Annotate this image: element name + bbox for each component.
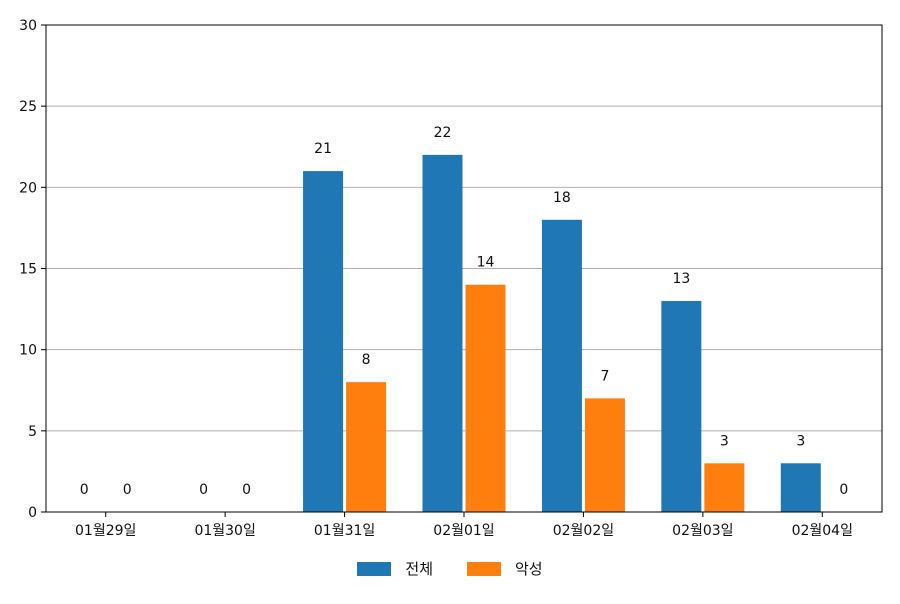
y-tick-label: 30 [19, 18, 37, 34]
data-label: 7 [600, 368, 609, 384]
plot-frame [45, 24, 883, 513]
data-label: 14 [477, 255, 495, 271]
x-tick-label: 01월29일 [75, 523, 136, 539]
bar-series-1 [346, 382, 387, 512]
bar-series-1 [584, 398, 625, 512]
x-tick-label: 02월01일 [433, 523, 494, 539]
y-tick-label: 15 [19, 262, 37, 278]
data-label: 0 [80, 482, 89, 498]
legend-label-series-0: 전체 [405, 560, 433, 578]
y-tick-label: 20 [19, 180, 37, 196]
bar-series-1 [465, 284, 506, 512]
data-label: 22 [434, 125, 452, 141]
bar-series-1 [704, 463, 745, 512]
y-tick-label: 25 [19, 99, 37, 115]
legend: 전체 악성 [0, 558, 900, 579]
data-label: 8 [362, 352, 371, 368]
bar-series-0 [541, 219, 582, 513]
legend-swatch-series-1 [467, 561, 501, 576]
data-label: 0 [199, 482, 208, 498]
y-tick-label: 5 [28, 424, 37, 440]
legend-swatch-series-0 [357, 561, 392, 576]
data-label: 0 [123, 482, 132, 498]
bar-series-0 [780, 463, 821, 512]
bar-series-0 [422, 154, 463, 512]
y-tick-label: 0 [28, 505, 37, 521]
bar-series-0 [661, 300, 702, 512]
x-tick-label: 01월30일 [194, 523, 255, 539]
data-label: 0 [242, 482, 251, 498]
y-tick-label: 10 [19, 343, 37, 359]
data-label: 13 [672, 271, 690, 287]
x-tick-label: 02월04일 [792, 523, 853, 539]
data-label: 18 [553, 190, 571, 206]
data-label: 3 [796, 433, 805, 449]
x-tick-label: 02월02일 [553, 523, 614, 539]
legend-label-series-1: 악성 [515, 560, 543, 578]
x-tick-label: 02월03일 [672, 523, 733, 539]
bar-series-0 [303, 171, 344, 512]
legend-item-series-0: 전체 [357, 558, 433, 579]
data-label: 3 [720, 433, 729, 449]
data-label: 21 [314, 141, 332, 157]
legend-item-series-1: 악성 [467, 558, 543, 579]
x-tick-label: 01월31일 [314, 523, 375, 539]
data-label: 0 [839, 482, 848, 498]
